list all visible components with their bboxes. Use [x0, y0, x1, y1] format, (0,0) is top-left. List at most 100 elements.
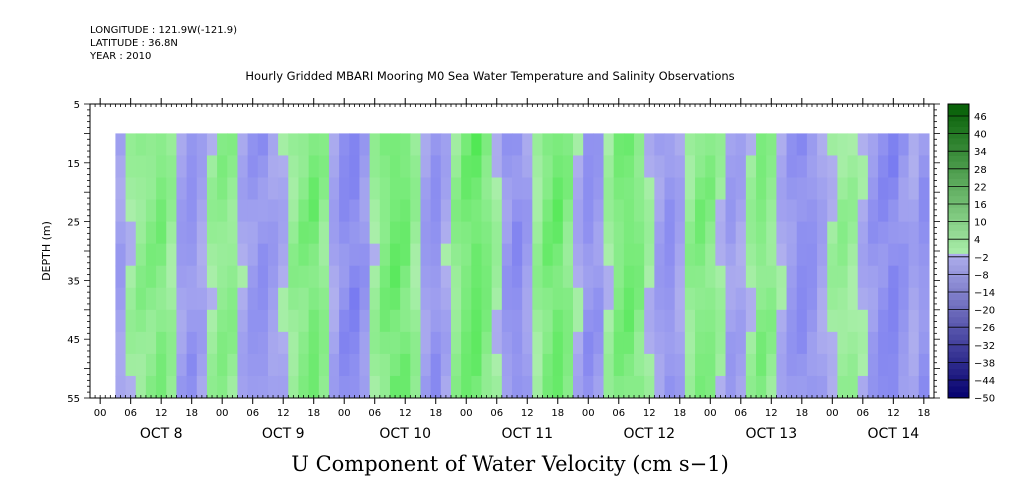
heatmap-cell [278, 331, 289, 355]
heatmap-cell [125, 375, 137, 398]
heatmap-cell [827, 353, 838, 377]
heatmap-cell [898, 199, 910, 223]
heatmap-cell [898, 221, 910, 245]
heatmap-cell [481, 353, 493, 377]
heatmap-cell [715, 375, 727, 398]
heatmap-cell [369, 243, 381, 267]
heatmap-cell [542, 243, 554, 267]
heatmap-cell [176, 221, 188, 245]
heatmap-cell [471, 177, 483, 201]
heatmap-cell [288, 331, 300, 355]
heatmap-cell [389, 199, 401, 223]
heatmap-cell [328, 287, 340, 311]
heatmap-cell [318, 199, 330, 223]
heatmap-cell [766, 243, 777, 267]
heatmap-cell [308, 287, 320, 311]
heatmap-cell [430, 375, 442, 398]
heatmap-cell [634, 375, 645, 398]
x-tick-label: 18 [185, 408, 198, 419]
heatmap-cell [593, 265, 605, 289]
heatmap-cell [634, 287, 645, 311]
heatmap-cell [786, 133, 798, 157]
heatmap-cell [481, 243, 493, 267]
heatmap-cell [552, 177, 564, 201]
heatmap-cell [410, 199, 422, 223]
heatmap-cell [766, 331, 777, 355]
heatmap-cell [806, 287, 818, 311]
heatmap-cell [593, 199, 605, 223]
heatmap-cell [613, 287, 625, 311]
heatmap-cell [400, 243, 411, 267]
heatmap-cell [562, 309, 574, 333]
heatmap-cell [278, 199, 289, 223]
heatmap-cell [227, 133, 239, 157]
heatmap-cell [583, 309, 594, 333]
heatmap-cell [440, 243, 452, 267]
heatmap-cell [247, 133, 259, 157]
heatmap-cell [267, 221, 279, 245]
heatmap-cell [827, 155, 838, 179]
heatmap-cell [227, 243, 239, 267]
colorbar-segment [948, 334, 969, 341]
colorbar-segment [948, 225, 969, 232]
heatmap-cell [908, 353, 920, 377]
heatmap-cell [908, 287, 920, 311]
heatmap-cell [349, 331, 361, 355]
x-tick-label: 06 [368, 408, 381, 419]
heatmap-cell [654, 353, 666, 377]
heatmap-cell [522, 243, 533, 267]
heatmap-cell [267, 177, 279, 201]
heatmap-cell [613, 221, 625, 245]
heatmap-cell [827, 265, 838, 289]
heatmap-cell [196, 331, 208, 355]
heatmap-cell [776, 331, 788, 355]
heatmap-cell [837, 155, 849, 179]
heatmap-cell [237, 243, 249, 267]
heatmap-cell [471, 287, 483, 311]
x-axis-title: U Component of Water Velocity (cm s−1) [291, 452, 729, 476]
heatmap-cell [471, 221, 483, 245]
heatmap-cell [359, 353, 371, 377]
heatmap-cell [918, 221, 930, 245]
heatmap-cell [318, 375, 330, 398]
x-day-label: OCT 14 [868, 426, 920, 442]
heatmap-cell [552, 309, 564, 333]
heatmap-cell [166, 353, 178, 377]
y-tick-label: 55 [67, 394, 80, 405]
heatmap-cell [339, 243, 350, 267]
heatmap-cell [450, 133, 462, 157]
colorbar-label: 46 [974, 112, 987, 123]
heatmap-cell [115, 331, 127, 355]
heatmap-cell [725, 287, 737, 311]
heatmap-cell [145, 309, 157, 333]
heatmap-cell [878, 287, 889, 311]
heatmap-cell [532, 265, 544, 289]
heatmap-cell [725, 155, 737, 179]
heatmap-cell [522, 331, 533, 355]
heatmap-cell [857, 177, 869, 201]
heatmap-cell [715, 221, 727, 245]
heatmap-cell [684, 199, 696, 223]
heatmap-cell [725, 199, 737, 223]
colorbar-label: −38 [974, 358, 995, 369]
heatmap-cell [562, 199, 574, 223]
heatmap-cell [206, 243, 218, 267]
heatmap-cell [705, 287, 716, 311]
heatmap-cell [379, 243, 391, 267]
heatmap-cell [400, 177, 411, 201]
heatmap-cell [115, 287, 127, 311]
heatmap-cell [583, 243, 594, 267]
heatmap-cell [745, 177, 757, 201]
heatmap-cell [756, 199, 767, 223]
heatmap-cell [501, 221, 513, 245]
heatmap-cell [654, 287, 666, 311]
heatmap-cell [237, 221, 249, 245]
heatmap-cell [908, 309, 920, 333]
heatmap-cell [806, 243, 818, 267]
heatmap-cell [379, 265, 391, 289]
heatmap-cell [267, 287, 279, 311]
heatmap-cell [501, 309, 513, 333]
heatmap-cell [867, 177, 879, 201]
heatmap-cell [796, 177, 808, 201]
heatmap-cell [776, 177, 788, 201]
